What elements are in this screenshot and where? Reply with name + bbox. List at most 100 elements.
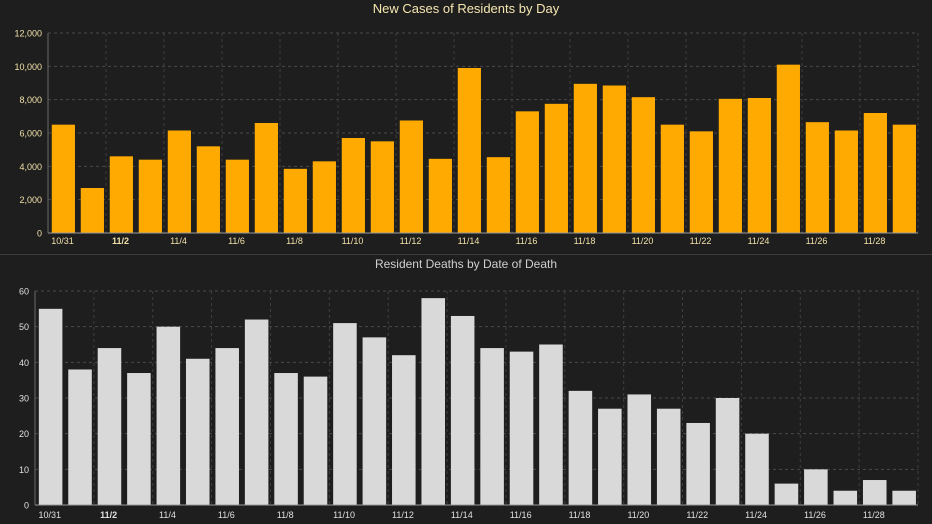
bar <box>568 390 593 505</box>
x-tick-label: 11/4 <box>159 510 176 520</box>
bar <box>833 490 858 505</box>
bar <box>805 122 829 233</box>
bar <box>185 358 210 505</box>
x-tick-label: 11/20 <box>632 236 654 246</box>
x-tick-label: 11/24 <box>748 236 770 246</box>
x-tick-label: 11/16 <box>510 510 532 520</box>
y-tick-label: 12,000 <box>14 29 42 39</box>
chart-title: Resident Deaths by Date of Death <box>375 257 557 271</box>
bar <box>776 64 800 233</box>
bar <box>774 483 799 505</box>
bar <box>715 398 740 505</box>
x-tick-label: 11/2 <box>100 510 117 520</box>
y-tick-label: 10 <box>19 465 29 475</box>
bar <box>627 394 652 505</box>
y-tick-label: 8,000 <box>19 95 42 105</box>
bar <box>362 337 387 505</box>
bar <box>515 111 539 233</box>
x-tick-label: 11/14 <box>458 236 480 246</box>
bar <box>631 97 655 233</box>
x-tick-label: 11/16 <box>516 236 538 246</box>
bar <box>421 298 446 505</box>
bar <box>718 98 742 233</box>
x-tick-label: 11/4 <box>170 236 187 246</box>
bar <box>573 83 597 233</box>
bar <box>68 369 92 505</box>
y-tick-label: 50 <box>19 322 29 332</box>
bar <box>138 159 162 233</box>
bar <box>399 120 423 233</box>
bar <box>341 138 365 233</box>
bar <box>312 161 336 233</box>
bar <box>333 323 357 505</box>
x-tick-label: 11/12 <box>392 510 414 520</box>
y-tick-label: 20 <box>19 429 29 439</box>
x-tick-label: 11/6 <box>218 510 235 520</box>
x-tick-label: 11/20 <box>627 510 649 520</box>
bar <box>428 158 452 233</box>
y-tick-label: 6,000 <box>19 129 42 139</box>
bar <box>254 123 278 233</box>
bar <box>660 124 684 233</box>
bar <box>656 408 681 505</box>
cases-chart: New Cases of Residents by Day 0 2,000 4,000… <box>14 1 919 246</box>
chart-divider <box>0 254 932 255</box>
bar <box>392 355 416 505</box>
bar <box>509 351 534 505</box>
x-tick-label: 11/8 <box>286 236 303 246</box>
bar <box>225 159 249 233</box>
x-tick-label: 11/22 <box>690 236 712 246</box>
x-tick-label: 11/2 <box>112 236 129 246</box>
bar <box>745 433 769 505</box>
bar <box>215 348 239 505</box>
bar <box>689 131 713 233</box>
bar <box>196 146 220 233</box>
x-tick-label: 11/10 <box>333 510 355 520</box>
bar <box>156 326 181 505</box>
bar <box>862 480 887 505</box>
bar <box>892 124 916 233</box>
x-tick-label: 11/8 <box>277 510 294 520</box>
x-tick-label: 11/24 <box>745 510 767 520</box>
x-tick-label: 11/14 <box>451 510 473 520</box>
x-tick-label: 11/22 <box>686 510 708 520</box>
bar <box>303 376 328 505</box>
bar <box>274 373 298 505</box>
x-tick-label: 11/28 <box>864 236 886 246</box>
x-tick-label: 10/31 <box>38 510 61 520</box>
y-tick-label: 0 <box>37 229 42 239</box>
bar <box>544 103 568 233</box>
y-tick-label: 10,000 <box>14 62 42 72</box>
bar <box>480 348 504 505</box>
x-tick-label: 11/6 <box>228 236 245 246</box>
bar <box>127 373 151 505</box>
y-tick-label: 40 <box>19 358 29 368</box>
y-tick-label: 0 <box>24 501 29 511</box>
bar <box>244 319 269 505</box>
bar <box>457 68 481 233</box>
x-tick-label: 11/26 <box>804 510 826 520</box>
bar <box>539 344 563 505</box>
y-tick-label: 4,000 <box>19 162 42 172</box>
bar <box>97 348 122 505</box>
bar <box>686 422 710 505</box>
bar <box>38 308 63 505</box>
x-tick-label: 10/31 <box>51 236 74 246</box>
bar <box>804 469 828 505</box>
bar <box>283 168 307 233</box>
bar <box>80 188 104 233</box>
x-tick-label: 11/28 <box>863 510 885 520</box>
deaths-chart: Resident Deaths by Date of Death 0 10 20 30 4… <box>19 257 919 520</box>
bar <box>370 141 394 233</box>
x-tick-label: 11/18 <box>574 236 596 246</box>
bar <box>863 113 887 233</box>
y-tick-label: 60 <box>19 287 29 297</box>
bar <box>602 85 626 233</box>
bar <box>167 130 191 233</box>
bar <box>486 157 510 233</box>
x-tick-label: 11/12 <box>400 236 422 246</box>
chart-title: New Cases of Residents by Day <box>373 1 560 16</box>
bar <box>892 490 916 505</box>
x-tick-label: 11/10 <box>342 236 364 246</box>
x-tick-label: 11/18 <box>569 510 591 520</box>
